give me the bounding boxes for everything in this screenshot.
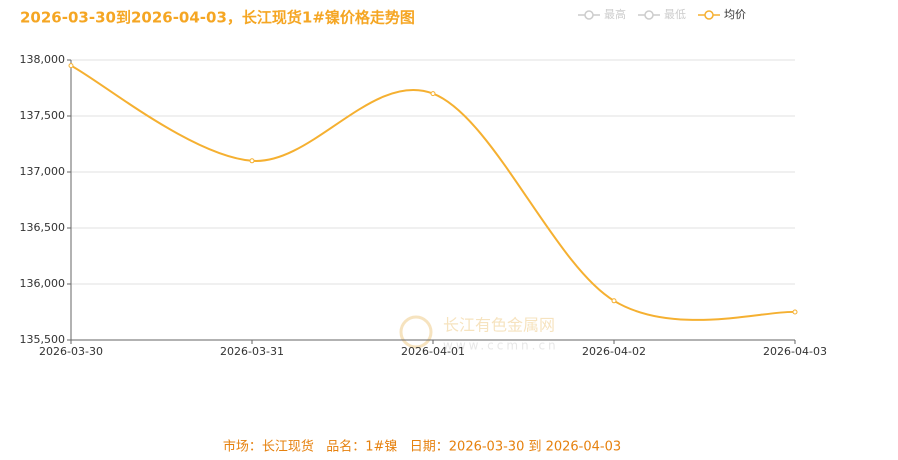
watermark: 长江有色金属网 www.ccmn.cn	[399, 315, 559, 353]
x-tick-label: 2026-04-01	[401, 345, 465, 358]
x-tick-label: 2026-04-03	[763, 345, 827, 358]
legend-label[interactable]: 均价	[724, 8, 746, 21]
legend-label[interactable]: 最低	[664, 8, 686, 21]
x-tick-label: 2026-04-02	[582, 345, 646, 358]
x-tick-label: 2026-03-31	[220, 345, 284, 358]
point	[792, 309, 798, 315]
point	[611, 298, 617, 304]
point	[68, 63, 74, 69]
x-tick-label: 2026-03-30	[39, 345, 103, 358]
y-tick-label: 137,500	[20, 109, 66, 122]
legend-marker[interactable]	[584, 10, 594, 20]
point	[430, 91, 436, 97]
y-tick-label: 136,000	[20, 277, 66, 290]
legend-label[interactable]: 最高	[604, 7, 626, 21]
y-tick-label: 136,500	[20, 221, 66, 234]
point	[249, 158, 255, 164]
legend-marker[interactable]	[644, 10, 654, 20]
y-tick-label: 137,000	[20, 165, 66, 178]
y-tick-label: 138,000	[20, 53, 66, 66]
watermark-url: www.ccmn.cn	[443, 339, 559, 353]
watermark-name: 长江有色金属网	[443, 316, 555, 335]
chart-title: 2026-03-30到2026-04-03，长江现货1#镍价格走势图	[20, 9, 415, 27]
y-tick-label: 135,500	[20, 333, 66, 346]
legend-marker[interactable]	[704, 10, 714, 20]
footer: 市场：长江现货 品名：1#镍 日期：2026-03-30 到 2026-04-0…	[223, 439, 621, 455]
watermark-icon	[399, 315, 433, 349]
line	[70, 64, 796, 321]
